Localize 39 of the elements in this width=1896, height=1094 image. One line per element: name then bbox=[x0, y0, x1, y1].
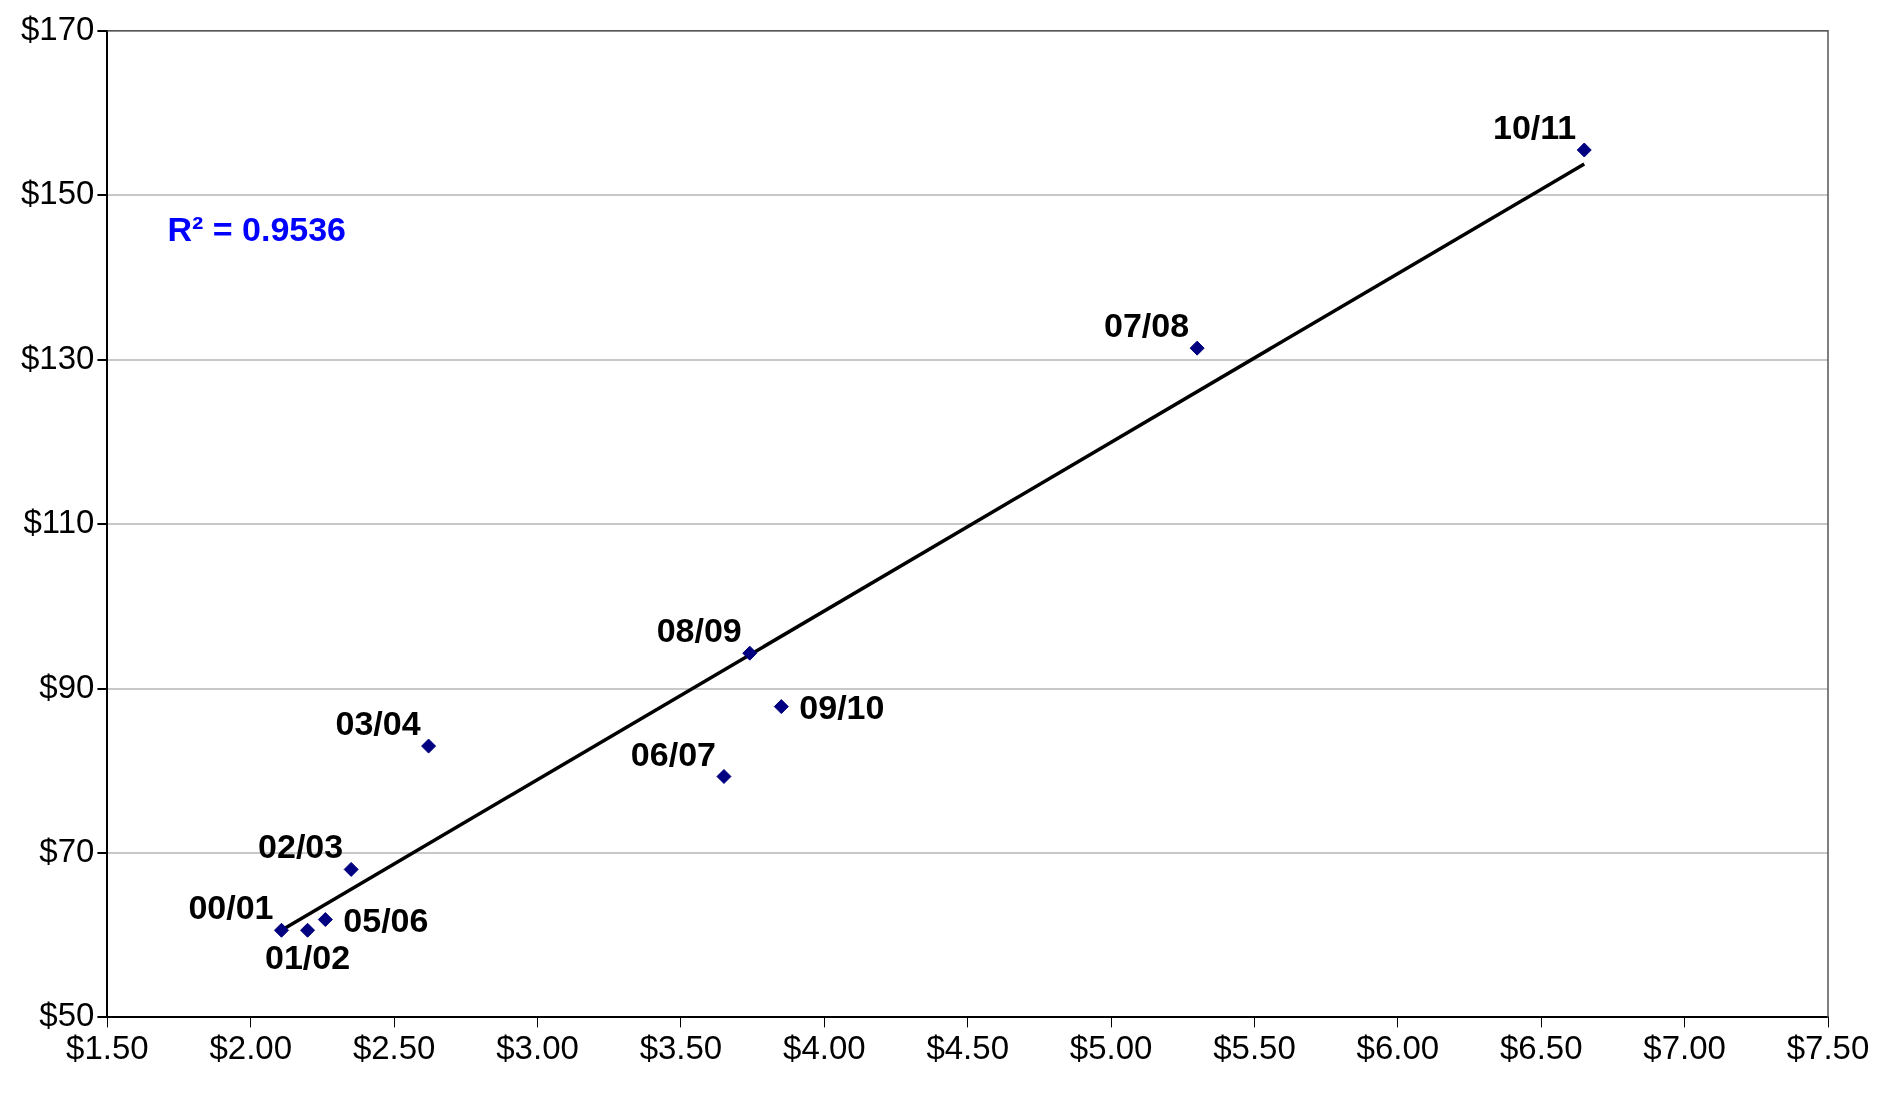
x-tick-label: $4.00 bbox=[783, 1029, 866, 1067]
y-tick-label: $70 bbox=[39, 832, 95, 870]
y-tick-label: $110 bbox=[23, 503, 95, 541]
point bbox=[1189, 340, 1205, 356]
point bbox=[742, 645, 758, 661]
y-tick-label: $90 bbox=[39, 667, 95, 705]
point bbox=[421, 738, 437, 754]
annotation: 01/02 bbox=[265, 938, 351, 977]
x-tick-label: $2.50 bbox=[352, 1029, 436, 1067]
annotation: 03/04 bbox=[335, 704, 421, 743]
annotation: R² = 0.9536 bbox=[167, 209, 347, 248]
x-tick-label: $7.00 bbox=[1643, 1029, 1726, 1067]
annotation: 02/03 bbox=[258, 827, 344, 866]
x-tick-label: $2.00 bbox=[209, 1029, 293, 1067]
x-tick-label: $6.50 bbox=[1499, 1029, 1583, 1067]
x-tick-label: $6.00 bbox=[1356, 1029, 1440, 1067]
annotation: 09/10 bbox=[799, 687, 885, 726]
annotation: 10/11 bbox=[1493, 108, 1577, 147]
point bbox=[1576, 142, 1592, 158]
x-tick-label: $5.50 bbox=[1213, 1029, 1296, 1067]
x-tick-label: $3.00 bbox=[496, 1029, 579, 1067]
x-tick-label: $7.50 bbox=[1786, 1029, 1870, 1067]
point bbox=[343, 861, 359, 877]
point bbox=[317, 912, 333, 928]
x-tick-label: $3.50 bbox=[639, 1029, 723, 1067]
annotation: 06/07 bbox=[630, 734, 716, 773]
annotation: 08/09 bbox=[656, 611, 742, 650]
y-tick-label: $150 bbox=[20, 174, 95, 212]
point bbox=[273, 922, 289, 938]
point bbox=[300, 922, 316, 938]
annotation: 07/08 bbox=[1104, 306, 1190, 345]
annotation: 05/06 bbox=[343, 900, 429, 939]
point bbox=[773, 699, 789, 715]
x-tick-label: $5.00 bbox=[1069, 1029, 1153, 1067]
annotation: 00/01 bbox=[188, 888, 274, 927]
x-tick-label: $4.50 bbox=[926, 1029, 1009, 1067]
point bbox=[716, 769, 732, 785]
y-tick-label: $130 bbox=[20, 338, 95, 376]
y-tick-label: $170 bbox=[20, 9, 95, 47]
